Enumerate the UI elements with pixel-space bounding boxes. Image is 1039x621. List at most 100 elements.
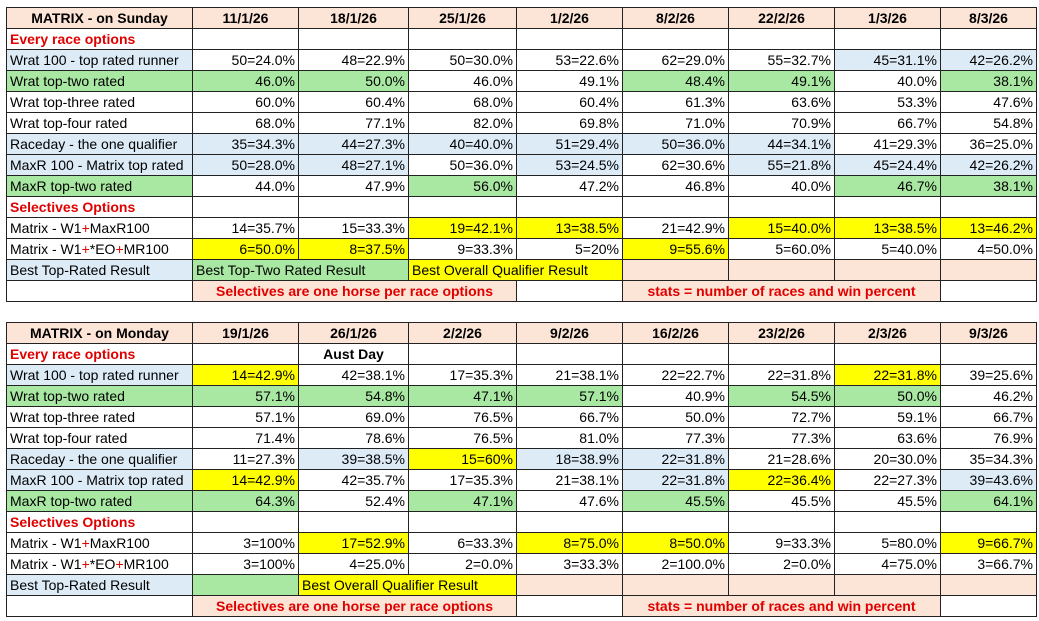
value-cell: 9=55.6% bbox=[622, 238, 729, 260]
value-cell: 40.0% bbox=[728, 175, 835, 197]
value-cell: 13=38.5% bbox=[834, 217, 941, 239]
value-cell: 53=24.5% bbox=[516, 154, 623, 176]
empty-cell bbox=[834, 196, 941, 218]
value-cell: 50=36.0% bbox=[408, 154, 517, 176]
row-label: Matrix - W1+MaxR100 bbox=[6, 217, 193, 239]
value-cell: 2=100.0% bbox=[622, 553, 729, 575]
value-cell: 4=25.0% bbox=[298, 553, 409, 575]
value-cell: 57.1% bbox=[516, 385, 623, 407]
row-label: Matrix - W1+*EO+MR100 bbox=[6, 238, 193, 260]
empty-cell bbox=[516, 574, 623, 596]
row-label: Raceday - the one qualifier bbox=[6, 133, 193, 155]
value-cell: 14=35.7% bbox=[192, 217, 299, 239]
value-cell: 3=100% bbox=[192, 532, 299, 554]
value-cell: 5=20% bbox=[516, 238, 623, 260]
value-cell: 17=35.3% bbox=[408, 364, 517, 386]
value-cell: 35=34.3% bbox=[940, 448, 1037, 470]
row-label: MaxR top-two rated bbox=[6, 490, 193, 512]
value-cell: 62=30.6% bbox=[622, 154, 729, 176]
value-cell: 42=38.1% bbox=[298, 364, 409, 386]
value-cell: 61.3% bbox=[622, 91, 729, 113]
value-cell: 60.4% bbox=[298, 91, 409, 113]
date-header: 16/2/26 bbox=[622, 322, 729, 344]
empty-cell bbox=[192, 343, 299, 365]
empty-cell bbox=[940, 511, 1037, 533]
row-label: Matrix - W1+MaxR100 bbox=[6, 532, 193, 554]
date-header: 26/1/26 bbox=[298, 322, 409, 344]
value-cell: 8=75.0% bbox=[516, 532, 623, 554]
row-label: Wrat 100 - top rated runner bbox=[6, 364, 193, 386]
value-cell: 5=60.0% bbox=[728, 238, 835, 260]
value-cell: 52.4% bbox=[298, 490, 409, 512]
value-cell: 5=40.0% bbox=[834, 238, 941, 260]
value-cell: 45.5% bbox=[622, 490, 729, 512]
value-cell: 50.0% bbox=[834, 385, 941, 407]
legend-label: Best Top-Rated Result bbox=[6, 259, 193, 281]
value-cell: 22=36.4% bbox=[728, 469, 835, 491]
date-header: 9/3/26 bbox=[940, 322, 1037, 344]
value-cell: 69.0% bbox=[298, 406, 409, 428]
value-cell: 76.9% bbox=[940, 427, 1037, 449]
note: stats = number of races and win percent bbox=[622, 280, 941, 302]
value-cell: 72.7% bbox=[728, 406, 835, 428]
empty-cell bbox=[298, 28, 409, 50]
value-cell: 50=36.0% bbox=[622, 133, 729, 155]
value-cell: 76.5% bbox=[408, 406, 517, 428]
value-cell: 54.8% bbox=[298, 385, 409, 407]
empty-cell bbox=[192, 511, 299, 533]
value-cell: 9=66.7% bbox=[940, 532, 1037, 554]
empty-cell bbox=[728, 28, 835, 50]
empty-cell bbox=[834, 511, 941, 533]
row-label: Matrix - W1+*EO+MR100 bbox=[6, 553, 193, 575]
value-cell: 49.1% bbox=[728, 70, 835, 92]
value-cell: 71.4% bbox=[192, 427, 299, 449]
table-title: MATRIX - on Sunday bbox=[6, 7, 193, 29]
empty-cell bbox=[192, 196, 299, 218]
value-cell: 57.1% bbox=[192, 385, 299, 407]
empty-cell bbox=[516, 28, 623, 50]
empty-cell bbox=[622, 259, 729, 281]
value-cell: 66.7% bbox=[834, 112, 941, 134]
empty-cell bbox=[516, 343, 623, 365]
value-cell: 3=33.3% bbox=[516, 553, 623, 575]
value-cell: 50.0% bbox=[298, 70, 409, 92]
section-label: Every race options bbox=[6, 343, 193, 365]
row-label: Wrat top-two rated bbox=[6, 70, 193, 92]
empty-cell bbox=[622, 574, 729, 596]
value-cell: 22=31.8% bbox=[728, 364, 835, 386]
value-cell: 3=66.7% bbox=[940, 553, 1037, 575]
empty-cell bbox=[6, 280, 193, 302]
empty-cell bbox=[192, 28, 299, 50]
value-cell: 48.4% bbox=[622, 70, 729, 92]
date-header: 9/2/26 bbox=[516, 322, 623, 344]
value-cell: 38.1% bbox=[940, 70, 1037, 92]
value-cell: 2=0.0% bbox=[408, 553, 517, 575]
value-cell: 69.8% bbox=[516, 112, 623, 134]
value-cell: 77.3% bbox=[728, 427, 835, 449]
value-cell: 39=43.6% bbox=[940, 469, 1037, 491]
value-cell: 35=34.3% bbox=[192, 133, 299, 155]
value-cell: 50=30.0% bbox=[408, 49, 517, 71]
value-cell: 81.0% bbox=[516, 427, 623, 449]
value-cell: 9=33.3% bbox=[728, 532, 835, 554]
empty-cell bbox=[408, 196, 517, 218]
value-cell: 71.0% bbox=[622, 112, 729, 134]
empty-cell bbox=[728, 343, 835, 365]
row-label: Wrat top-three rated bbox=[6, 91, 193, 113]
empty-cell bbox=[6, 595, 193, 617]
empty-cell bbox=[940, 595, 1037, 617]
value-cell: 22=31.8% bbox=[622, 448, 729, 470]
row-label: MaxR 100 - Matrix top rated bbox=[6, 469, 193, 491]
value-cell: 45=24.4% bbox=[834, 154, 941, 176]
empty-cell bbox=[298, 196, 409, 218]
value-cell: 46.8% bbox=[622, 175, 729, 197]
legend-label: Best Top-Two Rated Result bbox=[192, 259, 409, 281]
value-cell: 56.0% bbox=[408, 175, 517, 197]
date-header: 1/2/26 bbox=[516, 7, 623, 29]
value-cell: 53=22.6% bbox=[516, 49, 623, 71]
value-cell: 77.1% bbox=[298, 112, 409, 134]
value-cell: 39=38.5% bbox=[298, 448, 409, 470]
empty-cell bbox=[516, 511, 623, 533]
value-cell: 51=29.4% bbox=[516, 133, 623, 155]
legend-swatch bbox=[192, 574, 299, 596]
